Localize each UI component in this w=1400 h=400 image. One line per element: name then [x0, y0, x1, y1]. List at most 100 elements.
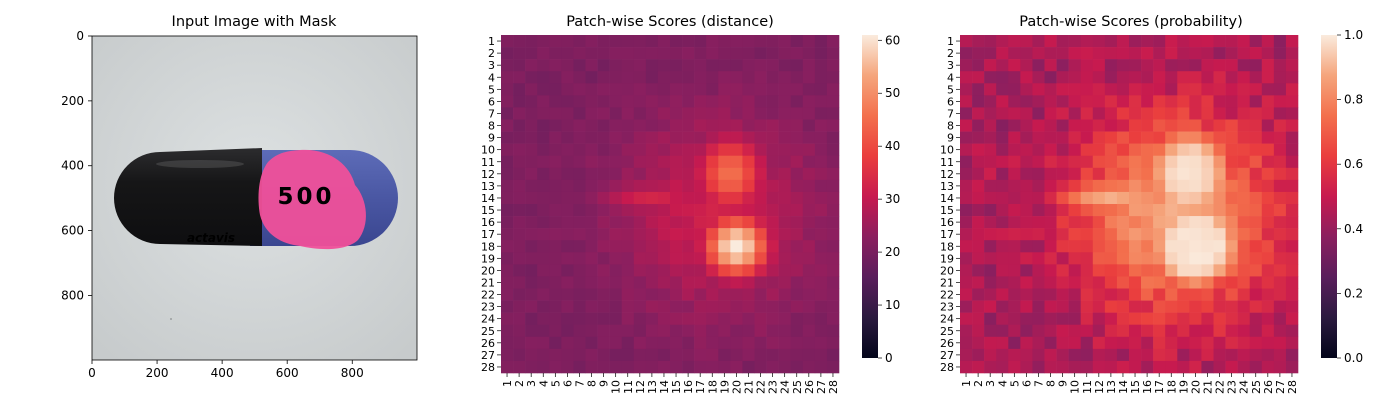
heatmap-cell: [1044, 155, 1057, 169]
heatmap-cell: [1237, 179, 1251, 193]
heatmap-cell: [730, 312, 743, 326]
heatmap-cell: [694, 107, 707, 120]
heatmap-cell: [730, 240, 743, 253]
heatmap-cell: [1189, 288, 1202, 301]
heatmap-cell: [609, 143, 623, 157]
heatmap-cell: [1044, 216, 1057, 229]
heatmap-cell: [573, 264, 586, 277]
x-tick-label: 5: [549, 380, 562, 387]
heatmap-cell: [670, 324, 683, 338]
heatmap-cell: [778, 288, 792, 301]
heatmap-cell: [754, 35, 767, 48]
heatmap-cell: [1189, 312, 1202, 326]
heatmap-cell: [549, 204, 562, 217]
heatmap-cell: [501, 240, 514, 253]
heatmap-cell: [1285, 71, 1299, 84]
heatmap-cell: [609, 71, 623, 84]
heatmap-cell: [960, 179, 973, 193]
heatmap-cell: [609, 336, 623, 350]
heatmap-cell: [766, 348, 779, 362]
heatmap-cell: [960, 312, 973, 326]
heatmap-cell: [1177, 167, 1190, 181]
heatmap-cell: [730, 35, 743, 48]
heatmap-cell: [609, 107, 623, 120]
heatmap-cell: [718, 179, 731, 193]
y-tick-label: 17: [940, 228, 954, 241]
heatmap-cell: [1273, 143, 1287, 157]
heatmap-cell: [621, 204, 635, 217]
heatmap-cell: [742, 300, 755, 313]
heatmap-cell: [1056, 204, 1069, 217]
heatmap-cell: [657, 264, 671, 277]
heatmap-cell: [682, 35, 695, 48]
heatmap-cell: [1177, 216, 1190, 229]
heatmap-cell: [730, 276, 743, 289]
heatmap-cell: [1104, 216, 1118, 229]
heatmap-cell: [657, 47, 671, 60]
heatmap-cell: [1020, 312, 1033, 326]
heatmap-cell: [525, 107, 538, 120]
heatmap-cell: [1285, 35, 1299, 48]
heatmap-cell: [960, 300, 973, 313]
heatmap-cell: [1032, 191, 1045, 205]
heatmap-cell: [960, 143, 973, 157]
heatmap-cell: [1129, 95, 1142, 108]
heatmap-cell: [972, 336, 985, 350]
heatmap-cell: [1116, 179, 1130, 193]
y-tick-label: 13: [481, 180, 495, 193]
heatmap-cell: [766, 228, 779, 241]
heatmap-cell: [1032, 312, 1045, 326]
heatmap-cell: [561, 300, 574, 313]
heatmap-cell: [1044, 240, 1057, 253]
heatmap-cell: [1044, 264, 1057, 277]
heatmap-cell: [1177, 240, 1190, 253]
heatmap-cell: [802, 264, 816, 277]
heatmap-cell: [1020, 71, 1033, 84]
heatmap-cell: [1129, 131, 1142, 144]
heatmap-cell: [633, 312, 647, 326]
heatmap-cell: [1153, 59, 1166, 72]
heatmap-cell: [1225, 95, 1238, 108]
heatmap-cell: [1225, 119, 1238, 132]
heatmap-cell: [597, 119, 610, 132]
heatmap-cell: [585, 204, 598, 217]
heatmap-cell: [1116, 71, 1130, 84]
heatmap-cell: [1080, 83, 1094, 96]
heatmap-cell: [1237, 336, 1251, 350]
heatmap-cell: [1165, 179, 1178, 193]
heatmap-cell: [1032, 119, 1045, 132]
heatmap-cell: [549, 288, 562, 301]
heatmap-cell: [1020, 35, 1033, 48]
heatmap-cell: [597, 360, 610, 374]
heatmap-cell: [670, 83, 683, 96]
heatmap-cell: [1225, 336, 1238, 350]
heatmap-cell: [597, 324, 610, 338]
heatmap-cell: [1261, 288, 1275, 301]
input-image-title: Input Image with Mask: [172, 14, 337, 30]
heatmap-cell: [513, 336, 526, 350]
heatmap-cell: [1032, 276, 1045, 289]
heatmap-cell: [1092, 336, 1106, 350]
heatmap-cell: [525, 191, 538, 205]
heatmap-cell: [633, 155, 647, 169]
heatmap-cell: [802, 288, 816, 301]
heatmap-cell: [790, 252, 804, 265]
heatmap-cell: [984, 324, 997, 338]
heatmap-cell: [1141, 131, 1154, 144]
heatmap-cell: [501, 47, 514, 60]
heatmap-cell: [525, 167, 538, 181]
heatmap-cell: [718, 143, 731, 157]
heatmap-cell: [1092, 228, 1106, 241]
heatmap-cell: [1285, 300, 1299, 313]
heatmap-cell: [621, 119, 635, 132]
heatmap-cell: [1213, 107, 1226, 120]
heatmap-cell: [1080, 143, 1094, 157]
heatmap-cell: [1249, 240, 1263, 253]
heatmap-cell: [1044, 95, 1057, 108]
heatmap-cell: [802, 276, 816, 289]
x-tick-label: 21: [742, 380, 755, 394]
heatmap-cell: [826, 252, 840, 265]
heatmap-cell: [718, 167, 731, 181]
heatmap-cell: [1092, 179, 1106, 193]
heatmap-cell: [537, 143, 550, 157]
